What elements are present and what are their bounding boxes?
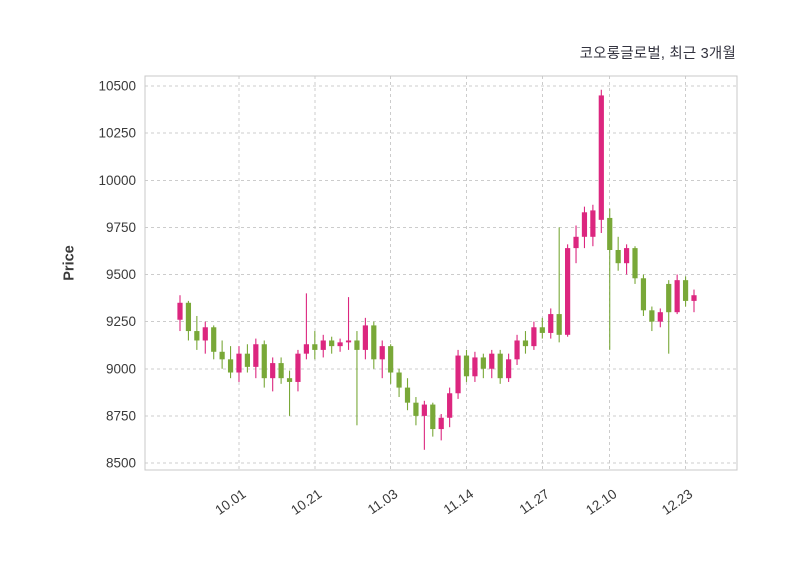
candle-body <box>312 344 318 350</box>
chart-title: 코오롱글로벌, 최근 3개월 <box>579 46 736 62</box>
y-tick-label: 10000 <box>98 173 136 188</box>
candle-body <box>674 280 680 313</box>
y-tick-label: 10500 <box>98 79 136 94</box>
candle-body <box>270 363 276 379</box>
candle-body <box>286 378 293 382</box>
candle-body <box>278 363 284 379</box>
candle-body <box>345 340 352 343</box>
candle-body <box>177 302 183 320</box>
candle-body <box>590 210 596 237</box>
y-tick-label: 9750 <box>106 220 136 235</box>
candle-body <box>388 346 394 373</box>
x-tick-label: 12.10 <box>583 486 619 518</box>
y-tick-label: 9000 <box>106 361 136 376</box>
candle-body <box>472 357 478 377</box>
candle-body <box>548 314 554 333</box>
candle-body <box>556 314 562 335</box>
x-tick-label: 11.03 <box>365 486 400 517</box>
candle-body <box>640 278 647 311</box>
candle-body <box>253 344 259 367</box>
candle-body <box>489 353 495 369</box>
y-tick-label: 8750 <box>106 408 136 423</box>
candle-body <box>615 249 621 264</box>
candle-body <box>531 327 537 347</box>
candle-body <box>514 340 520 360</box>
candle-body <box>227 359 234 373</box>
candle-body <box>421 404 427 416</box>
x-tick-label: 10.21 <box>288 486 324 518</box>
candle-body <box>236 353 242 373</box>
candle-body <box>522 340 529 347</box>
x-tick-label: 12.23 <box>659 486 695 518</box>
candle-body <box>581 212 588 237</box>
y-axis-label: Price <box>61 245 78 281</box>
candle-body <box>211 327 217 352</box>
candle-body <box>219 351 225 360</box>
candle-body <box>362 325 368 350</box>
candle-body <box>320 340 326 350</box>
candle-body <box>573 236 579 249</box>
candle-body <box>506 359 512 379</box>
candle-body <box>463 355 470 377</box>
candle-body <box>430 404 436 430</box>
candle-body <box>455 355 461 394</box>
candle-body <box>666 283 672 313</box>
candle-body <box>649 310 655 322</box>
candle-body <box>371 325 377 360</box>
candle-body <box>480 357 486 369</box>
candle-body <box>607 217 613 250</box>
candle-body <box>497 353 503 379</box>
candle-body <box>185 302 192 332</box>
candle-body <box>379 346 385 360</box>
candle-body <box>337 342 343 347</box>
candle-body <box>623 248 630 264</box>
candle-body <box>261 344 267 379</box>
y-tick-label: 9500 <box>106 267 136 282</box>
candle-body <box>565 248 571 335</box>
candle-body <box>295 353 301 382</box>
candle-body <box>354 340 360 350</box>
candle-body <box>438 417 444 430</box>
candle-body <box>404 387 411 403</box>
plot-border <box>144 75 738 471</box>
candle-body <box>632 248 638 279</box>
candle-body <box>303 344 309 354</box>
candle-body <box>691 295 697 301</box>
y-tick-label: 10250 <box>98 126 136 141</box>
candle-body <box>244 353 251 367</box>
x-tick-label: 11.27 <box>517 486 552 517</box>
candle-body <box>413 402 419 416</box>
x-tick-label: 11.14 <box>441 486 477 517</box>
y-tick-label: 9250 <box>106 314 136 329</box>
candle-body <box>329 340 335 347</box>
x-tick-label: 10.01 <box>212 486 248 518</box>
candle-body <box>194 331 200 341</box>
candle-body <box>657 312 663 322</box>
candle-body <box>598 95 604 220</box>
candle-body <box>202 327 208 341</box>
candle-body <box>447 393 453 418</box>
candle-body <box>682 280 689 301</box>
y-tick-label: 8500 <box>106 456 136 471</box>
candle-body <box>396 372 402 388</box>
candle-body <box>539 327 545 333</box>
